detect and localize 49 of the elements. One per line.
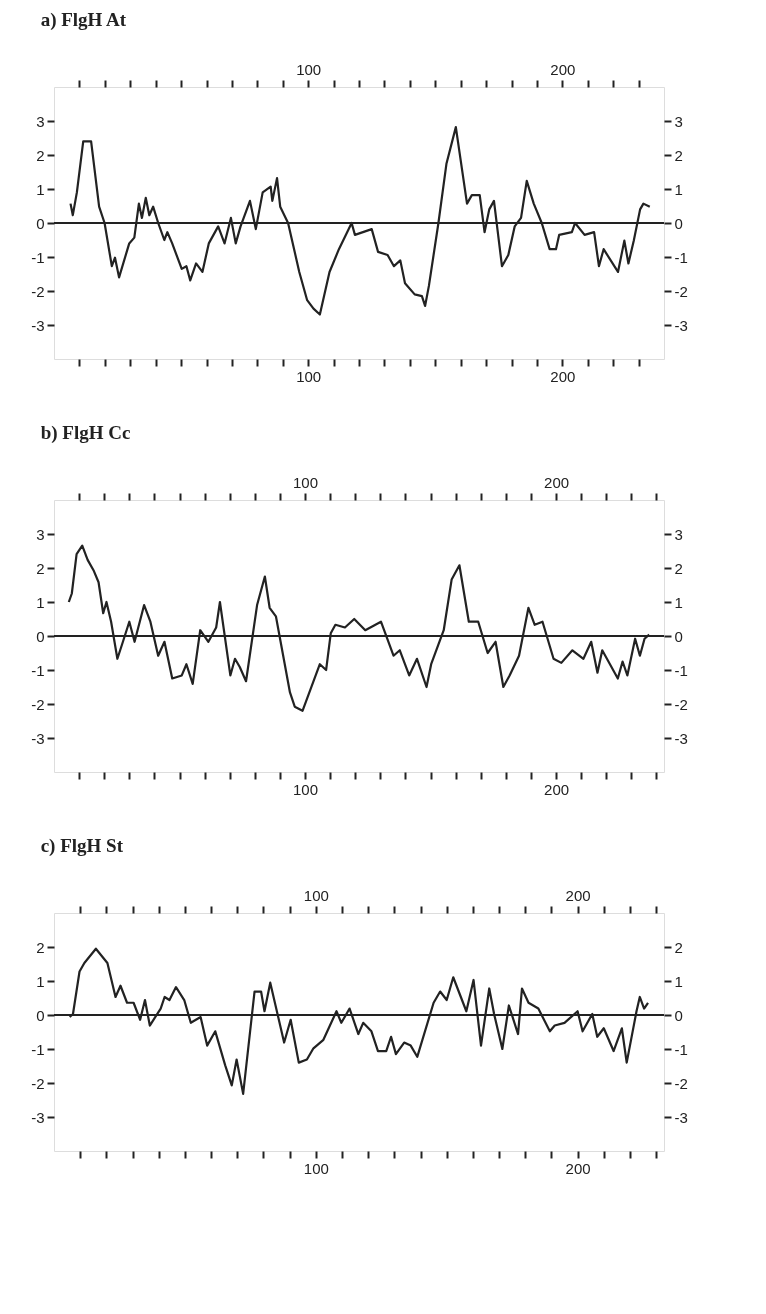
y2-tick-label: 2 xyxy=(674,559,683,577)
y-tick-label: 3 xyxy=(36,525,45,543)
y2-tick-label: -2 xyxy=(674,1074,688,1092)
y2-tick-label: -3 xyxy=(674,1108,688,1126)
chart-title: c) FlgH St xyxy=(40,835,124,857)
y-tick-label: -1 xyxy=(31,248,45,266)
x2-tick-label: 200 xyxy=(544,473,570,491)
y-tick-label: 2 xyxy=(36,938,45,956)
y-tick-label: 0 xyxy=(36,627,45,645)
y-tick-label: 0 xyxy=(36,214,45,232)
y2-tick-label: -1 xyxy=(674,248,688,266)
y2-tick-label: 0 xyxy=(674,627,683,645)
x2-tick-label: 100 xyxy=(303,886,329,904)
y2-tick-label: -1 xyxy=(674,661,688,679)
y2-tick-label: 1 xyxy=(674,972,683,990)
x2-tick-label: 100 xyxy=(293,473,319,491)
x2-tick-label: 100 xyxy=(296,60,322,78)
y2-tick-label: 1 xyxy=(674,593,683,611)
y2-tick-label: -2 xyxy=(674,695,688,713)
chart-title: b) FlgH Cc xyxy=(40,422,131,444)
y2-tick-label: 2 xyxy=(674,146,683,164)
y2-tick-label: 3 xyxy=(674,525,683,543)
y-tick-label: -2 xyxy=(31,282,45,300)
y-tick-label: 0 xyxy=(36,1006,45,1024)
y-tick-label: -3 xyxy=(31,1108,45,1126)
y-tick-label: -3 xyxy=(31,729,45,747)
y2-tick-label: 0 xyxy=(674,1006,683,1024)
y2-tick-label: -3 xyxy=(674,316,688,334)
y-tick-label: 2 xyxy=(36,146,45,164)
y2-tick-label: 3 xyxy=(674,112,683,130)
x2-tick-label: 200 xyxy=(550,60,576,78)
y2-tick-label: -2 xyxy=(674,282,688,300)
y-tick-label: -1 xyxy=(31,661,45,679)
y-tick-label: -3 xyxy=(31,316,45,334)
y-tick-label: 2 xyxy=(36,559,45,577)
y2-tick-label: 2 xyxy=(674,938,683,956)
y-tick-label: -2 xyxy=(31,1074,45,1092)
y-tick-label: 3 xyxy=(36,112,45,130)
y-tick-label: 1 xyxy=(36,180,45,198)
y2-tick-label: 0 xyxy=(674,214,683,232)
y2-tick-label: 1 xyxy=(674,180,683,198)
y-tick-label: -1 xyxy=(31,1040,45,1058)
y-tick-label: 1 xyxy=(36,972,45,990)
chart-title: a) FlgH At xyxy=(40,9,127,31)
y-tick-label: 1 xyxy=(36,593,45,611)
y-tick-label: -2 xyxy=(31,695,45,713)
x2-tick-label: 200 xyxy=(565,886,591,904)
y2-tick-label: -1 xyxy=(674,1040,688,1058)
y2-tick-label: -3 xyxy=(674,729,688,747)
